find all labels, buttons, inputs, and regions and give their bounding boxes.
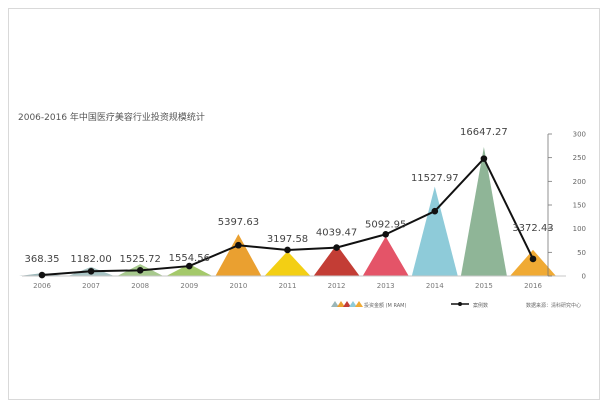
legend-investment-swatch-1 — [331, 301, 339, 307]
legend: 投资金额 (M RAM) 案例数 数据来源：清科研究中心 — [331, 301, 581, 309]
legend-case-count-marker — [458, 302, 462, 306]
right-axis-label-250: 250 — [573, 154, 586, 162]
x-tick-2010: 2010 — [229, 282, 247, 290]
legend-investment-swatch-5 — [355, 301, 363, 307]
value-label-2016: 3372.43 — [512, 223, 553, 234]
legend-investment-label: 投资金额 (M RAM) — [364, 302, 406, 309]
x-tick-2011: 2011 — [279, 282, 297, 290]
bar-2012 — [313, 244, 360, 276]
right-axis-label-150: 150 — [573, 202, 586, 210]
case-count-line-layer — [38, 155, 537, 279]
bars-layer — [19, 147, 556, 276]
x-tick-2014: 2014 — [426, 282, 444, 290]
value-label-2013: 5092.95 — [365, 220, 406, 231]
value-label-2006: 368.35 — [25, 254, 60, 265]
case-count-point-2011 — [284, 246, 291, 254]
case-count-point-2007 — [87, 267, 95, 275]
case-count-point-2013 — [382, 231, 390, 238]
value-label-2009: 1554.56 — [169, 253, 210, 264]
right-axis-label-200: 200 — [573, 178, 586, 186]
case-count-point-2008 — [136, 267, 144, 274]
bar-2013 — [362, 236, 409, 276]
bar-2014 — [411, 186, 458, 276]
value-label-2012: 4039.47 — [316, 228, 357, 239]
right-axis: 0 50 100 150 200 250 300 — [547, 131, 586, 281]
x-tick-2008: 2008 — [131, 282, 149, 290]
legend-investment-swatch-4 — [349, 301, 357, 307]
right-axis-label-50: 50 — [577, 249, 586, 257]
legend-investment-swatch-2 — [337, 301, 345, 307]
right-axis-label-100: 100 — [573, 225, 586, 233]
case-count-point-2009 — [186, 262, 193, 270]
value-label-2014: 11527.97 — [411, 173, 459, 184]
x-tick-2016: 2016 — [524, 282, 542, 290]
value-label-2007: 1182.00 — [70, 254, 111, 265]
legend-case-count: 案例数 — [451, 302, 488, 309]
value-label-2008: 1525.72 — [120, 254, 161, 265]
right-axis-label-0: 0 — [582, 273, 586, 281]
chart-title: 2006-2016 年中国医疗美容行业投资规模统计 — [18, 111, 205, 123]
x-tick-2012: 2012 — [328, 282, 346, 290]
case-count-point-2010 — [235, 241, 242, 249]
legend-investment: 投资金额 (M RAM) — [331, 301, 406, 309]
x-tick-2006: 2006 — [33, 282, 51, 290]
value-label-2011: 3197.58 — [267, 234, 308, 245]
case-count-point-2016 — [529, 255, 537, 263]
value-labels-layer: 368.35 1182.00 1525.72 1554.56 5397.63 3197.5… — [25, 127, 554, 265]
case-count-point-2014 — [431, 207, 439, 215]
right-axis-label-300: 300 — [573, 131, 586, 139]
legend-investment-swatch-3 — [343, 301, 351, 307]
case-count-point-2006 — [38, 271, 46, 279]
x-tick-2009: 2009 — [180, 282, 198, 290]
case-count-point-2015 — [480, 155, 488, 162]
chart-frame — [8, 8, 600, 400]
bar-2009 — [166, 263, 213, 276]
bar-2010 — [215, 234, 262, 276]
x-tick-labels: 2006 2007 2008 2009 2010 2011 2012 2013 2014 2015… — [33, 282, 542, 290]
case-count-point-2012 — [333, 244, 340, 251]
value-label-2015: 16647.27 — [460, 127, 508, 138]
value-label-2010: 5397.63 — [218, 217, 259, 228]
legend-case-count-label: 案例数 — [473, 302, 488, 309]
bar-2016 — [510, 249, 556, 276]
x-tick-2015: 2015 — [475, 282, 493, 290]
x-tick-2013: 2013 — [377, 282, 395, 290]
data-source-note: 数据来源：清科研究中心 — [526, 302, 581, 309]
bar-2011 — [264, 251, 311, 276]
bar-2015 — [460, 147, 507, 276]
x-tick-2007: 2007 — [82, 282, 100, 290]
